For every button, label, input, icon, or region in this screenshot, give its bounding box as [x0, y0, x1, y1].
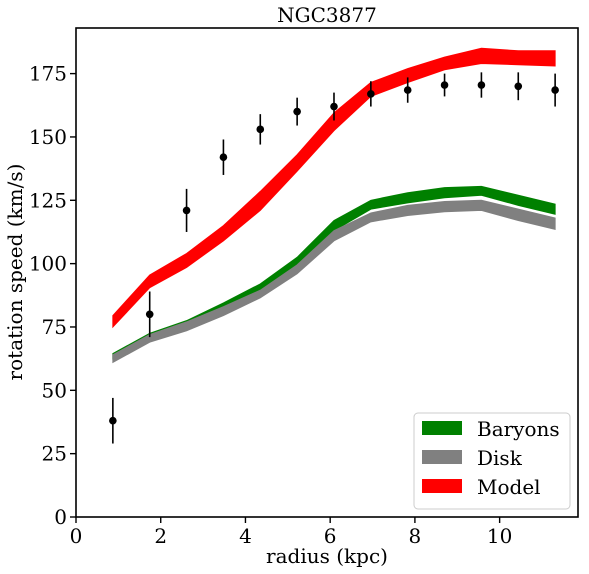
x-tick-label: 10: [487, 524, 512, 548]
data-point: [403, 86, 412, 94]
x-tick-label: 0: [70, 524, 83, 548]
plot-area-frame: [75, 27, 579, 518]
data-point: [330, 102, 338, 111]
legend-label-baryons: Baryons: [477, 417, 560, 441]
x-tick-label: 4: [239, 524, 252, 548]
data-point: [256, 125, 265, 134]
legend-label-model: Model: [477, 475, 541, 499]
legend-swatch-model: [422, 479, 462, 493]
data-point: [514, 82, 523, 91]
data-point: [551, 86, 559, 94]
x-tick-label: 6: [324, 524, 337, 548]
y-tick-label: 100: [29, 252, 67, 276]
data-point: [219, 153, 228, 162]
y-axis-label: rotation speed (km/s): [3, 164, 27, 381]
x-tick-label: 8: [409, 524, 422, 548]
legend-label-disk: Disk: [477, 446, 523, 470]
legend-swatch-disk: [422, 450, 462, 464]
data-point: [293, 107, 301, 116]
data-point: [440, 81, 449, 89]
y-tick-label: 125: [29, 188, 67, 212]
chart-title: NGC3877: [277, 3, 377, 27]
x-tick-label: 2: [154, 524, 167, 548]
y-tick-label: 175: [29, 62, 67, 86]
series-bands: [112, 47, 556, 364]
y-tick-label: 150: [29, 125, 67, 149]
legend: Baryons Disk Model: [413, 412, 571, 510]
y-tick-label: 0: [54, 505, 67, 529]
x-axis-label: radius (kpc): [266, 544, 388, 568]
data-point: [109, 416, 117, 425]
legend-swatch-baryons: [422, 421, 462, 435]
y-tick-label: 75: [42, 315, 67, 339]
data-point: [367, 90, 375, 98]
y-axis-ticks: 0 25 50 75 100 125 150 175: [29, 62, 76, 529]
data-point: [477, 81, 486, 89]
x-axis-ticks: 0 2 4 6 8 10: [70, 517, 512, 548]
observation-errorbars: [109, 72, 559, 444]
y-tick-label: 50: [42, 378, 67, 402]
y-tick-label: 25: [42, 442, 67, 466]
band-model: [112, 47, 556, 329]
data-point: [182, 206, 191, 215]
data-point: [145, 310, 154, 319]
band-disk: [112, 199, 556, 364]
